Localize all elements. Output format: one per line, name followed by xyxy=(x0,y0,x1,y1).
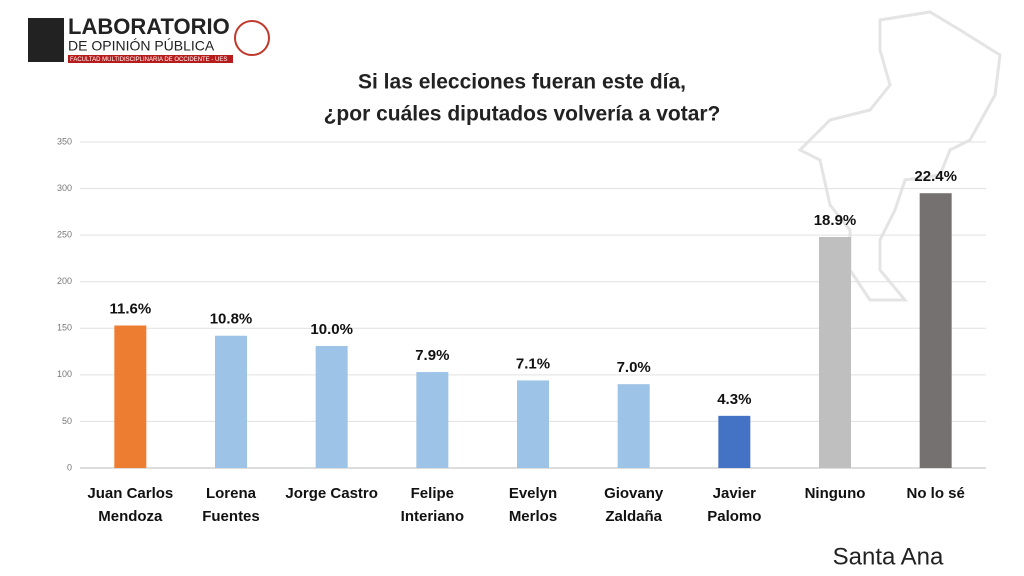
x-tick-label: Interiano xyxy=(401,508,464,525)
y-tick-label: 0 xyxy=(67,462,72,472)
x-tick-label: Ninguno xyxy=(805,485,866,502)
y-tick-label: 300 xyxy=(57,183,72,193)
y-tick-label: 250 xyxy=(57,230,72,240)
bar xyxy=(718,415,751,468)
y-tick-label: 50 xyxy=(62,416,72,426)
data-label: 7.1% xyxy=(516,355,550,372)
logo-icon xyxy=(28,18,64,62)
x-tick-label: Evelyn xyxy=(509,485,557,502)
x-tick-label: Juan Carlos xyxy=(87,485,173,502)
x-tick-label: Jorge Castro xyxy=(285,485,378,502)
bar xyxy=(114,325,147,468)
x-tick-label: Lorena xyxy=(206,485,257,502)
x-tick-label: No lo sé xyxy=(906,485,964,502)
bar xyxy=(517,380,549,468)
y-tick-label: 100 xyxy=(57,369,72,379)
x-tick-label: Giovany xyxy=(604,485,664,502)
logo-subtitle: DE OPINIÓN PÚBLICA xyxy=(68,38,215,54)
logo-caption: FACULTAD MULTIDISCIPLINARIA DE OCCIDENTE… xyxy=(70,57,227,63)
bar xyxy=(315,345,348,468)
bar xyxy=(919,193,952,468)
x-tick-label: Palomo xyxy=(707,508,761,525)
y-tick-label: 200 xyxy=(57,276,72,286)
x-tick-label: Felipe xyxy=(411,485,454,502)
chart-title: ¿por cuáles diputados volvería a votar? xyxy=(324,103,721,126)
y-tick-label: 150 xyxy=(57,323,72,333)
bar xyxy=(416,372,449,468)
data-label: 10.8% xyxy=(210,311,253,328)
logo-title: LABORATORIO xyxy=(68,14,230,39)
x-tick-label: Zaldaña xyxy=(605,508,662,525)
bar xyxy=(819,237,851,468)
data-label: 4.3% xyxy=(717,391,751,408)
map-outline xyxy=(797,10,1002,302)
footer-label: Santa Ana xyxy=(833,543,944,570)
data-label: 10.0% xyxy=(310,321,353,338)
bar xyxy=(617,384,650,468)
data-label: 7.0% xyxy=(617,359,651,376)
chart-title: Si las elecciones fueran este día, xyxy=(358,71,686,94)
y-tick-label: 350 xyxy=(57,136,72,146)
x-tick-label: Merlos xyxy=(509,508,557,525)
data-label: 18.9% xyxy=(814,212,857,229)
x-tick-label: Mendoza xyxy=(98,508,163,525)
x-tick-label: Fuentes xyxy=(202,508,260,525)
logo-seal xyxy=(234,20,270,56)
logo-band xyxy=(68,55,233,63)
x-tick-label: Javier xyxy=(713,485,757,502)
data-label: 11.6% xyxy=(109,300,151,317)
data-label: 7.9% xyxy=(415,347,449,364)
data-label: 22.4% xyxy=(914,168,957,185)
bar xyxy=(215,335,247,468)
